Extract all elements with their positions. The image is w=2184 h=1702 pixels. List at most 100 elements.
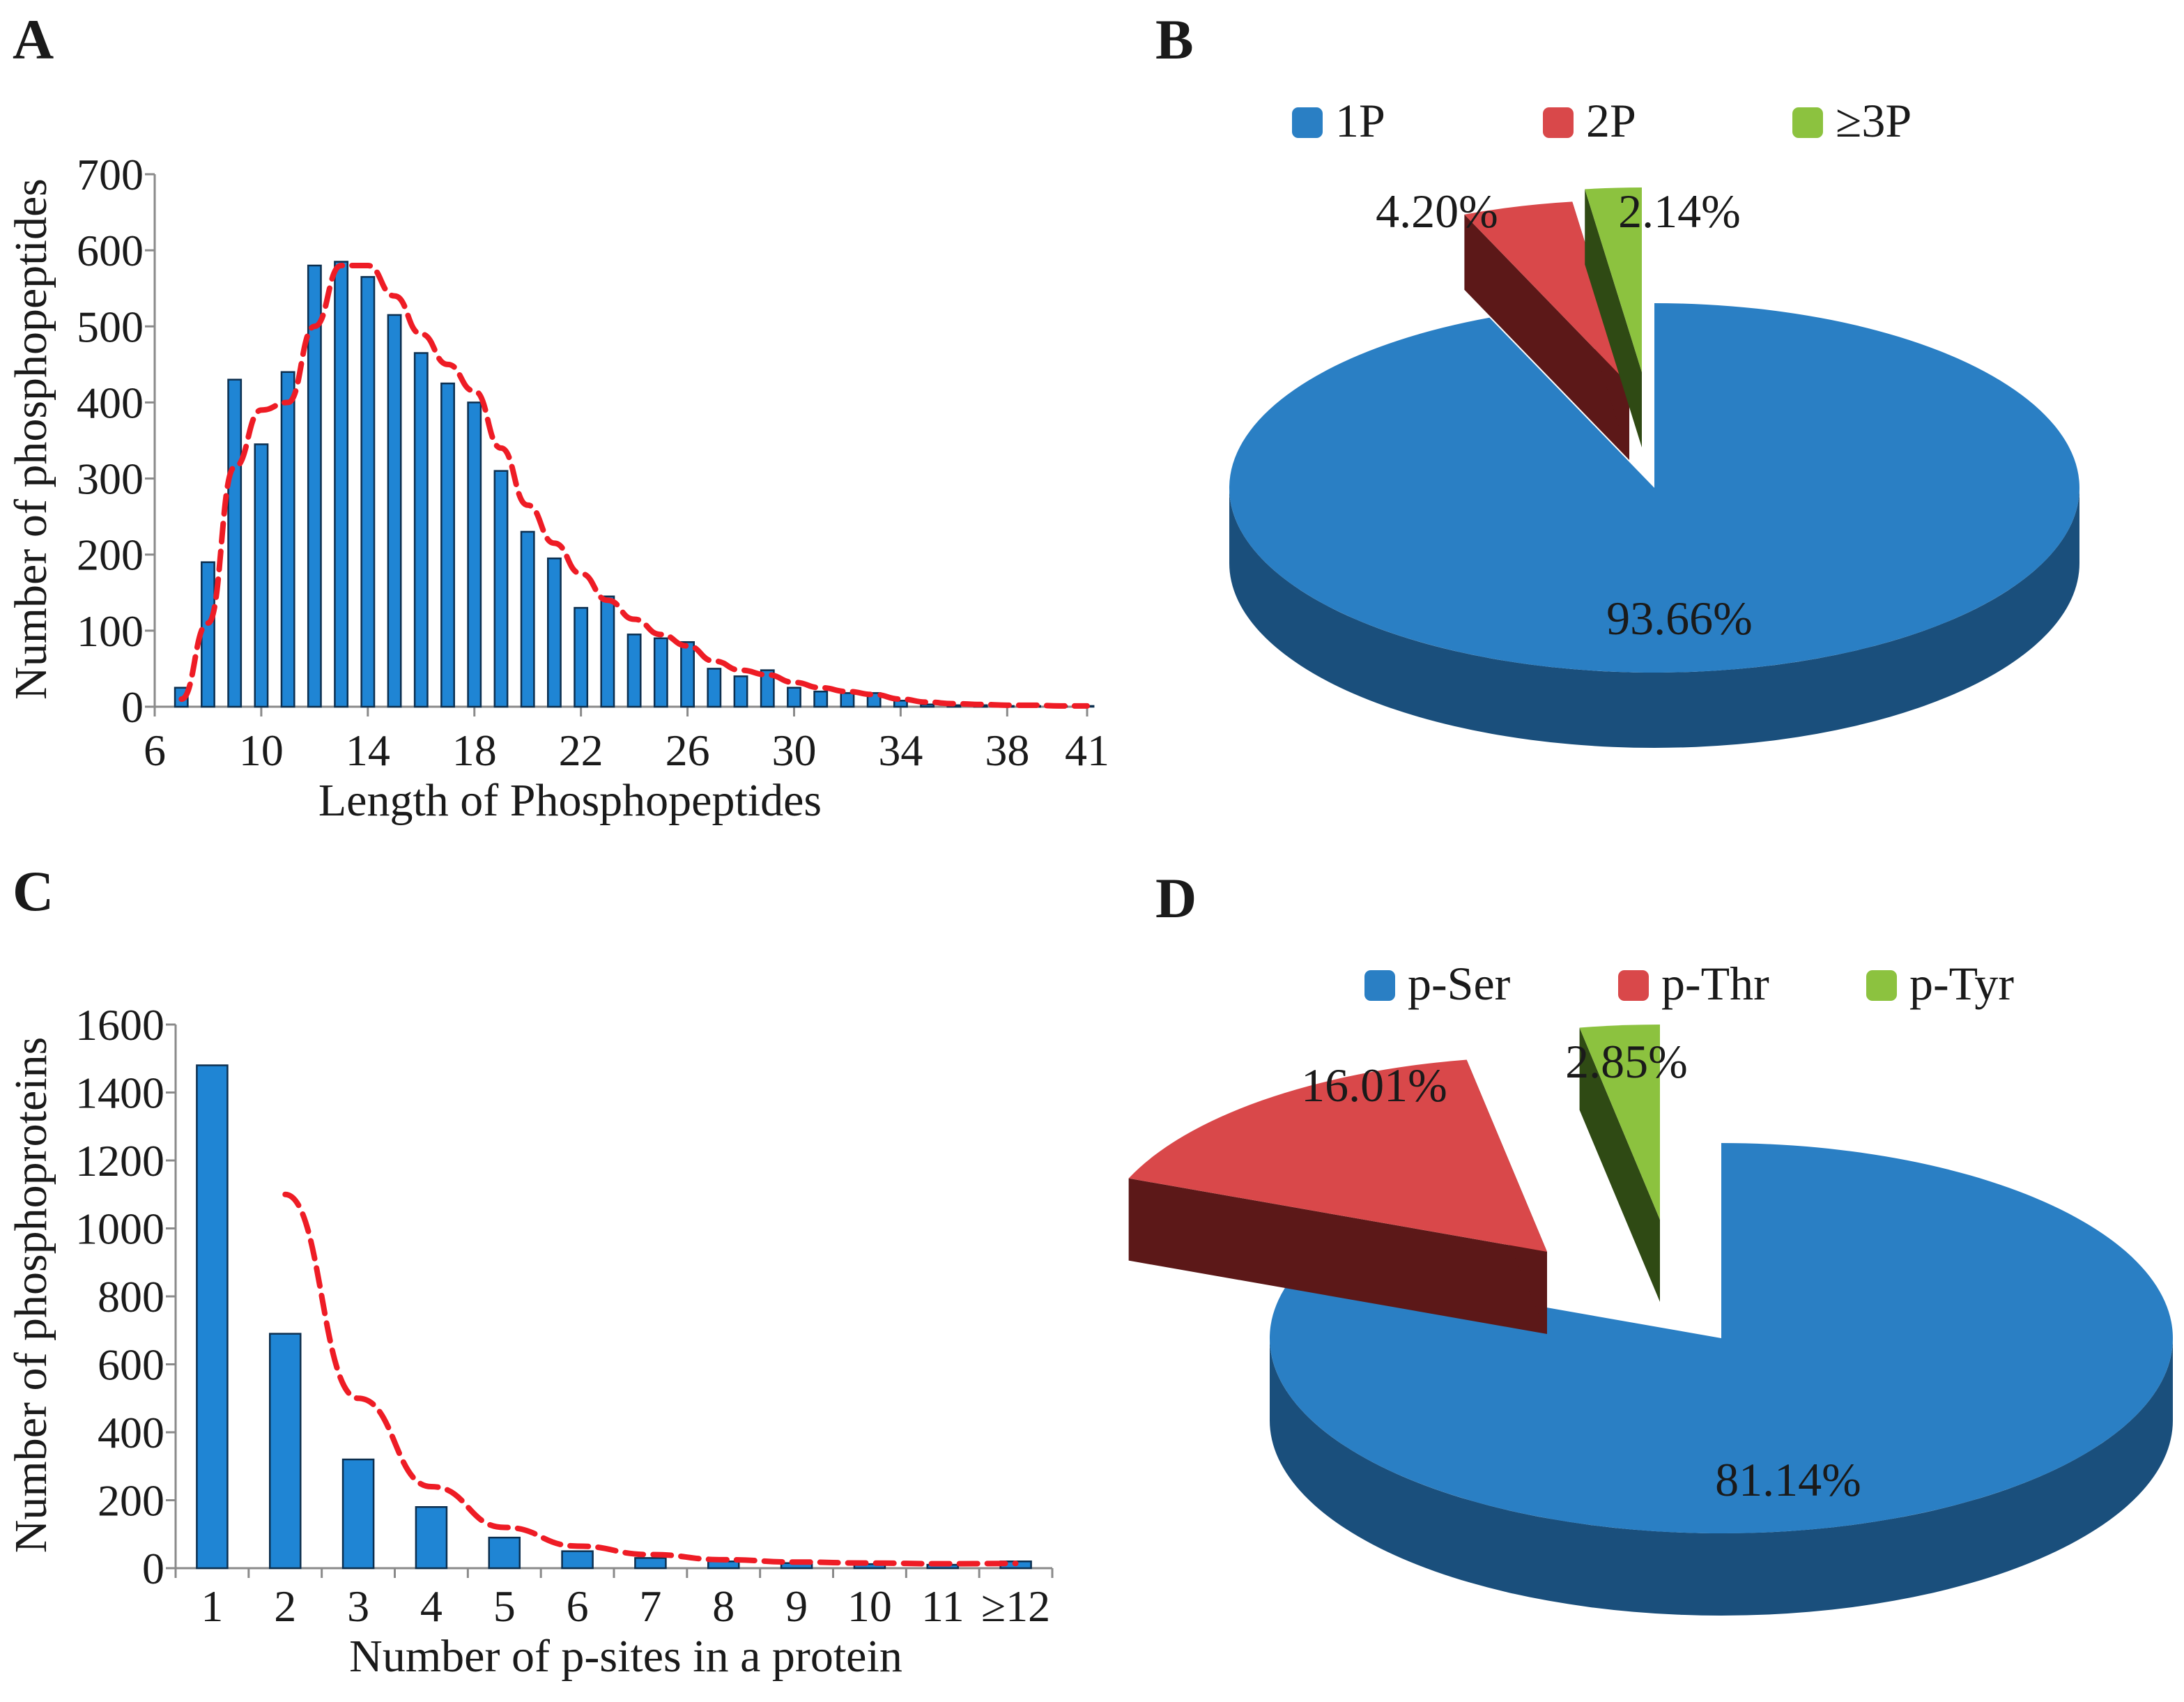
panel-c-bar [415,1506,448,1570]
panel-a-x-axis-title: Length of Phosphopeptides [318,775,822,826]
panel-c-trend-line [282,1191,1019,1567]
panel-a-y-tick-label: 700 [77,150,144,199]
panel-a-x-tick-label: 22 [559,726,603,775]
panel-c-y-tick-label: 1000 [75,1204,164,1254]
panel-a-bar [307,264,322,708]
panel-c-x-tick-label: ≥12 [981,1581,1050,1631]
pie-d-legend-swatch [1364,970,1395,1001]
panel-a-bar [707,668,722,708]
panel-a-bar [387,314,402,708]
panel-a-y-tick-label: 0 [121,682,144,732]
pie-b-legend-label: ≥3P [1836,94,1912,147]
panel-c-bar [488,1536,521,1570]
panel-c-x-tick-label: 1 [201,1581,223,1631]
panel-a-y-tick-label: 100 [77,606,144,656]
pie-b-legend-label: 2P [1586,94,1636,147]
panel-c-x-tick-label: 10 [847,1581,892,1631]
panel-c-y-tick-label: 0 [142,1544,164,1593]
pie-d-legend-label: p-Ser [1408,957,1511,1010]
panel-a-x-tick-label: 14 [346,726,390,775]
panel-a-bar [360,276,376,708]
pie-b-legend-swatch [1792,107,1823,138]
panel-c-x-tick-label: 6 [567,1581,589,1631]
panel-b-pie-chart: 1P 2P ≥3P 93.66% 4.20% 2.14% [1229,94,2079,748]
pie-b-slice-label: 93.66% [1606,592,1753,645]
panel-c-x-tick-label: 11 [921,1581,964,1631]
panel-a-x-tick-label: 41 [1065,726,1109,775]
panel-d-pie-chart: p-Ser p-Thr p-Tyr 81.14% 16.01% 2.85% [1128,957,2173,1616]
panel-a-bar [680,641,695,708]
panel-label-d: D [1155,866,1197,930]
panel-a-x-tick-label: 18 [452,726,497,775]
panel-a-trend-line [178,262,1090,709]
panel-c-x-tick-label: 9 [785,1581,808,1631]
panel-a-bar [467,401,482,708]
pie-d-legend-label: p-Tyr [1909,957,2014,1010]
panel-a-bar [653,637,668,708]
panel-a-y-tick-label: 500 [77,302,144,351]
panel-a-bar [334,261,349,708]
panel-a-bar [547,557,562,708]
panel-a-bar [733,675,748,708]
panel-c-y-tick-label: 1400 [75,1068,164,1118]
panel-a-bar [600,595,615,708]
panel-a-x-tick-label: 6 [144,726,166,775]
panel-c-y-tick-label: 400 [98,1408,164,1457]
pie-d-slice-side [1270,1338,2173,1616]
panel-c-x-tick-label: 7 [639,1581,661,1631]
pie-d-slice-wall [1128,1178,1547,1334]
panel-a-bar-chart: Number of phosphopeptides Length of Phos… [6,150,1109,826]
panel-c-bar [561,1550,594,1570]
pie-d-slice [1128,1059,1547,1252]
panel-c-x-tick-label: 8 [712,1581,735,1631]
panel-a-y-tick-label: 400 [77,378,144,427]
pie-b-slice-wall [1585,189,1642,447]
pie-b-slice [1229,303,2079,673]
panel-c-x-tick-label: 3 [347,1581,369,1631]
panel-c-y-tick-label: 200 [98,1476,164,1526]
pie-b-slice-label: 2.14% [1618,185,1741,238]
panel-c-y-tick-label: 800 [98,1272,164,1321]
pie-b-legend-swatch [1543,107,1574,138]
pie-d-slice-wall [1579,1027,1660,1302]
panel-c-y-tick-label: 1600 [75,1000,164,1050]
panel-c-y-axis-title: Number of phosphoproteins [6,1037,56,1554]
panel-c-bar [196,1064,229,1570]
pie-b-slice-label: 4.20% [1376,185,1498,238]
panel-label-c: C [13,859,54,923]
panel-a-bar [813,690,829,708]
panel-c-x-tick-label: 4 [420,1581,443,1631]
panel-c-x-tick-label: 2 [274,1581,296,1631]
panel-a-y-tick-label: 200 [77,530,144,580]
pie-b-legend-swatch [1292,107,1323,138]
panel-a-bar [787,687,801,708]
panel-a-bar [840,692,855,708]
pie-d-slice-label: 16.01% [1301,1059,1447,1112]
panel-a-bar [227,378,243,708]
pie-d-slice-label: 2.85% [1565,1035,1688,1088]
panel-a-x-tick-label: 30 [771,726,816,775]
pie-b-slice-side [1229,488,2079,748]
panel-c-y-tick-label: 600 [98,1340,164,1390]
panel-a-bar [574,606,589,708]
panel-a-bar [413,352,429,708]
pie-d-slice-label: 81.14% [1715,1453,1861,1506]
pie-b-slice-wall [1464,214,1629,460]
panel-a-bar [254,443,269,708]
panel-c-x-tick-label: 5 [493,1581,516,1631]
panel-c-bar [268,1333,302,1570]
pie-d-slice [1270,1143,2173,1533]
panel-c-bar [853,1563,886,1570]
pie-b-slice [1464,201,1629,385]
pie-d-slice [1579,1025,1660,1220]
panel-a-x-tick-label: 38 [985,726,1029,775]
panel-c-x-axis-title: Number of p-sites in a protein [349,1631,902,1682]
panel-label-b: B [1155,8,1194,71]
panel-a-bar [493,470,509,708]
panel-a-bar [280,371,295,708]
pie-d-legend-label: p-Thr [1661,957,1769,1010]
pie-d-legend-swatch [1866,970,1897,1001]
panel-a-x-tick-label: 34 [878,726,923,775]
panel-a-x-tick-label: 10 [239,726,284,775]
